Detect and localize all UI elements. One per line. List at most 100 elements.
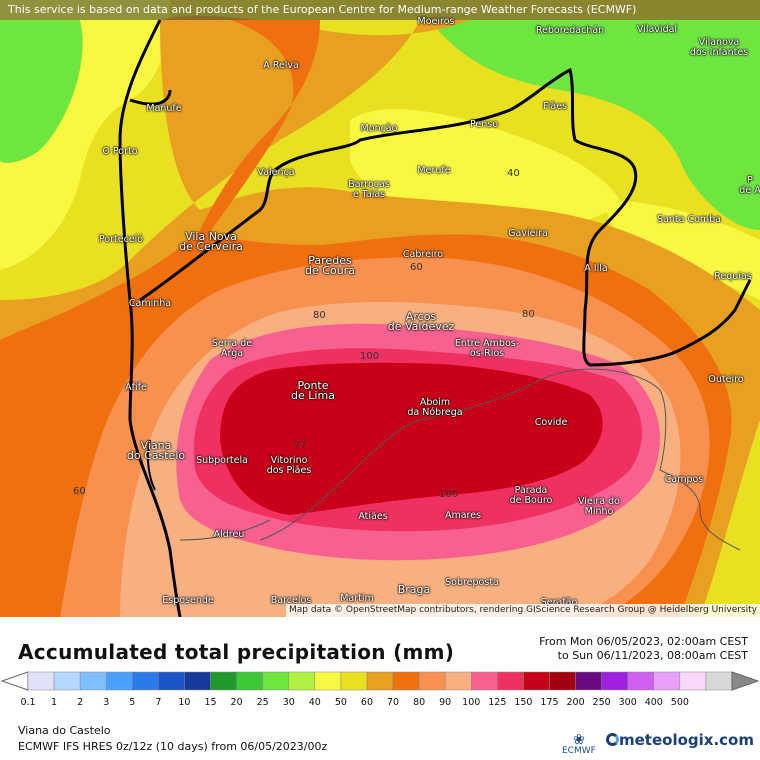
place-label[interactable]: Martim	[340, 593, 374, 604]
place-label[interactable]: Barroças e Taias	[348, 179, 390, 200]
legend-swatch	[105, 671, 133, 691]
place-label[interactable]: Braga	[397, 583, 431, 596]
legend-swatch	[184, 671, 211, 691]
legend-swatch	[679, 671, 707, 691]
place-label[interactable]: Arcos de Valdevez	[387, 310, 455, 333]
legend-swatch	[497, 671, 524, 691]
meteologix-icon	[606, 733, 619, 746]
legend-tick-label: 5	[129, 697, 136, 708]
contour-label: 60	[73, 486, 86, 497]
place-label[interactable]: Vitorino dos Piães	[266, 455, 312, 476]
location-name: Viana do Castelo	[18, 724, 111, 737]
place-label[interactable]: Vieira do Minho	[577, 496, 621, 517]
legend-swatch	[158, 671, 185, 691]
legend-swatch	[27, 671, 55, 691]
place-label[interactable]: Subportela	[196, 455, 248, 466]
legend-swatch	[79, 671, 107, 691]
band-30-center	[350, 109, 620, 226]
band-30-ne	[600, 200, 760, 300]
place-label[interactable]: Vilanova dos Infantes	[689, 37, 749, 58]
place-label[interactable]: Penso	[469, 119, 499, 130]
place-label[interactable]: Esposende	[162, 595, 214, 606]
place-label[interactable]: A Illa	[584, 263, 608, 274]
legend-tick-label: 500	[670, 697, 689, 708]
place-label[interactable]: Aboim da Nóbrega	[407, 397, 463, 418]
contour-label: 77	[294, 440, 307, 451]
legend-swatch	[366, 671, 394, 691]
legend-tick-label: 125	[488, 697, 507, 708]
ecmwf-logo-text: ECMWF	[562, 746, 596, 756]
contour-label: 100	[360, 351, 380, 362]
place-label[interactable]: Valença	[257, 167, 295, 178]
place-label[interactable]: Ponte de Lima	[291, 379, 335, 402]
place-label[interactable]: O Porto	[102, 146, 138, 157]
place-label[interactable]: Merufe	[417, 165, 451, 176]
place-label[interactable]: Gavieira	[508, 228, 548, 239]
place-label[interactable]: Entre Ambos- os-Rios	[454, 338, 520, 359]
place-label[interactable]: Serra de Arga	[211, 338, 253, 359]
legend-swatch	[314, 671, 342, 691]
legend-swatch	[132, 671, 159, 691]
band-25-nw	[0, 20, 83, 163]
ecmwf-logo[interactable]: ❀ ECMWF	[562, 733, 596, 756]
legend-swatch	[575, 671, 602, 691]
place-label[interactable]: Reboredachán	[535, 25, 605, 36]
legend-tick-label: 30	[282, 697, 295, 708]
place-label[interactable]: Parada de Bouro	[509, 485, 553, 506]
legend-tick-label: 80	[413, 697, 426, 708]
place-label[interactable]: Covide	[534, 417, 568, 428]
legend-arrow-right	[731, 671, 760, 691]
color-legend	[0, 671, 760, 691]
legend-tick-label: 200	[566, 697, 585, 708]
legend-ticks: 0.1 1 2 3 5 7 10 15 20 25 30 40 50 60 70 80 90 100 125 150 1…	[0, 697, 760, 711]
meteologix-logo[interactable]: meteologix.com	[606, 731, 754, 749]
place-label[interactable]: Requias	[714, 271, 752, 282]
place-label[interactable]: Amares	[444, 510, 482, 521]
band-125	[220, 362, 603, 515]
place-label[interactable]: Porteceló	[98, 234, 144, 245]
ecmwf-banner: This service is based on data and produc…	[0, 0, 760, 20]
place-label[interactable]: Moeiros	[417, 16, 455, 27]
legend-swatch	[53, 671, 81, 691]
place-label[interactable]: Aldreu	[213, 529, 245, 540]
place-label[interactable]: Cabreiro	[402, 249, 444, 260]
place-label[interactable]: Santa Comba	[657, 214, 721, 225]
place-label[interactable]: Sobreposta	[445, 577, 499, 588]
place-label[interactable]: Vila Nova de Cerveira	[179, 230, 243, 253]
place-label[interactable]: Serafão	[540, 597, 578, 608]
place-label[interactable]: Afife	[125, 382, 147, 393]
legend-arrow-left	[0, 671, 29, 691]
legend-swatch	[705, 671, 733, 691]
place-label[interactable]: Fiães	[542, 101, 568, 112]
precipitation-map[interactable]: This service is based on data and produc…	[0, 0, 760, 617]
place-label[interactable]: Vilavidal	[636, 24, 678, 35]
place-label[interactable]: Campos	[664, 474, 704, 485]
district-line	[259, 368, 741, 551]
ecmwf-icon: ❀	[573, 732, 585, 748]
place-label[interactable]: Outeiro	[708, 374, 744, 385]
place-label[interactable]: Barcelos	[270, 595, 312, 606]
legend-tick-label: 150	[514, 697, 533, 708]
coast-dark	[146, 439, 156, 491]
contour-label: 40	[507, 168, 520, 179]
model-info: ECMWF IFS HRES 0z/12z (10 days) from 06/…	[18, 740, 328, 753]
place-label[interactable]: Paredes de Coura	[305, 254, 355, 277]
legend-swatch	[340, 671, 368, 691]
chart-title: Accumulated total precipitation (mm)	[18, 640, 455, 664]
place-label[interactable]: Caminha	[128, 298, 172, 309]
legend-swatch	[288, 671, 316, 691]
contour-label: 80	[522, 309, 535, 320]
legend-tick-label: 60	[360, 697, 373, 708]
place-label[interactable]: Mañufe	[146, 103, 182, 114]
place-label[interactable]: Monção	[360, 123, 398, 134]
place-label[interactable]: Atiães	[358, 511, 388, 522]
place-label[interactable]: Viana do Castelo	[126, 439, 186, 462]
map-attribution[interactable]: Map data © OpenStreetMap contributors, r…	[286, 604, 760, 617]
legend-swatch	[392, 671, 420, 691]
place-label[interactable]: A Relva	[263, 60, 299, 71]
period-from: From Mon 06/05/2023, 02:00am CEST	[539, 635, 748, 648]
legend-swatch	[471, 671, 498, 691]
place-label[interactable]: P de A	[739, 175, 760, 196]
legend-tick-label: 0.1	[20, 697, 36, 708]
band-25-ne	[430, 20, 760, 230]
